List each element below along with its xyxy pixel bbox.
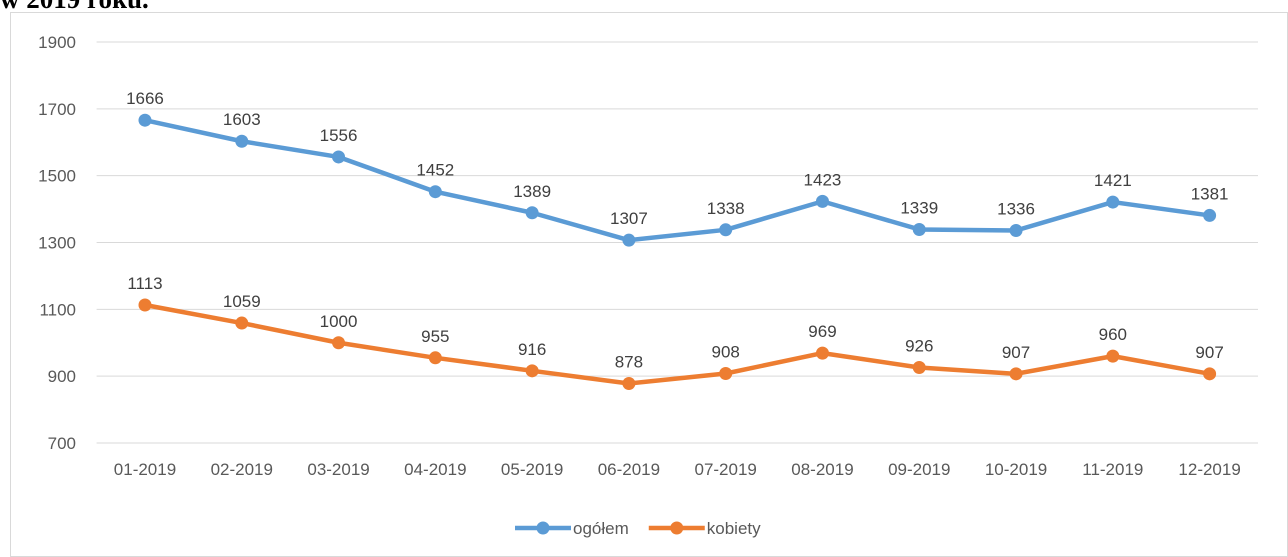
x-tick-label: 03-2019 — [307, 460, 369, 479]
x-tick-label: 10-2019 — [985, 460, 1047, 479]
x-tick-label: 09-2019 — [888, 460, 950, 479]
data-point — [1009, 367, 1023, 381]
y-tick-label: 1300 — [38, 234, 76, 253]
data-label: 1389 — [513, 182, 551, 201]
data-label: 907 — [1002, 343, 1030, 362]
x-tick-label: 12-2019 — [1178, 460, 1240, 479]
data-label: 1452 — [416, 161, 454, 180]
data-label: 1603 — [223, 110, 261, 129]
y-tick-label: 1900 — [38, 33, 76, 52]
data-point — [332, 150, 346, 164]
data-point — [1106, 195, 1120, 209]
data-point — [1106, 349, 1120, 363]
data-label: 1421 — [1094, 171, 1132, 190]
data-label: 1339 — [900, 198, 938, 217]
x-tick-label: 07-2019 — [694, 460, 756, 479]
data-point — [1009, 223, 1023, 237]
legend-marker — [670, 521, 684, 535]
data-point — [622, 233, 636, 247]
series-line — [144, 117, 1210, 243]
data-point — [428, 185, 442, 199]
heading: w 2019 roku. — [0, 0, 149, 14]
data-point — [719, 223, 733, 237]
data-point — [138, 298, 152, 312]
x-tick-label: 05-2019 — [501, 460, 563, 479]
data-point — [815, 346, 829, 360]
data-label: 1336 — [997, 199, 1035, 218]
data-label: 908 — [712, 342, 740, 361]
data-label: 1338 — [707, 199, 745, 218]
x-tick-label: 02-2019 — [211, 460, 273, 479]
legend-label: kobiety — [707, 519, 761, 538]
data-label: 969 — [808, 322, 836, 341]
data-label: 916 — [518, 340, 546, 359]
data-label: 878 — [615, 353, 643, 372]
data-point — [912, 360, 926, 374]
series-line — [144, 302, 1211, 386]
x-tick-label: 08-2019 — [791, 460, 853, 479]
data-point — [138, 113, 152, 127]
x-tick-label: 04-2019 — [404, 460, 466, 479]
data-label: 960 — [1099, 325, 1127, 344]
data-label: 955 — [421, 327, 449, 346]
data-label: 907 — [1195, 343, 1223, 362]
data-label: 1666 — [126, 89, 164, 108]
y-tick-label: 1700 — [38, 100, 76, 119]
legend-label: ogółem — [573, 519, 629, 538]
data-point — [428, 351, 442, 365]
x-tick-label: 01-2019 — [114, 460, 176, 479]
data-label: 1381 — [1191, 184, 1229, 203]
data-point — [525, 206, 539, 220]
y-tick-label: 700 — [48, 434, 76, 453]
x-tick-label: 11-2019 — [1082, 460, 1143, 479]
data-label: 1423 — [804, 170, 842, 189]
data-point — [235, 316, 249, 330]
data-point — [912, 222, 926, 236]
data-point — [622, 377, 636, 391]
data-label: 1556 — [320, 126, 358, 145]
data-label: 1059 — [223, 292, 261, 311]
data-label: 926 — [905, 336, 933, 355]
data-point — [332, 336, 346, 350]
data-point — [815, 194, 829, 208]
data-label: 1000 — [320, 312, 358, 331]
data-label: 1307 — [610, 209, 648, 228]
data-point — [525, 364, 539, 378]
chart-frame — [10, 12, 1288, 557]
y-tick-label: 900 — [48, 367, 76, 386]
data-point — [1203, 208, 1217, 222]
y-tick-label: 1500 — [38, 167, 76, 186]
x-tick-label: 06-2019 — [598, 460, 660, 479]
legend-marker — [536, 521, 550, 535]
data-label: 1113 — [127, 274, 162, 293]
data-point — [719, 366, 733, 380]
data-point — [235, 134, 249, 148]
data-point — [1203, 367, 1217, 381]
y-tick-label: 1100 — [39, 300, 76, 319]
